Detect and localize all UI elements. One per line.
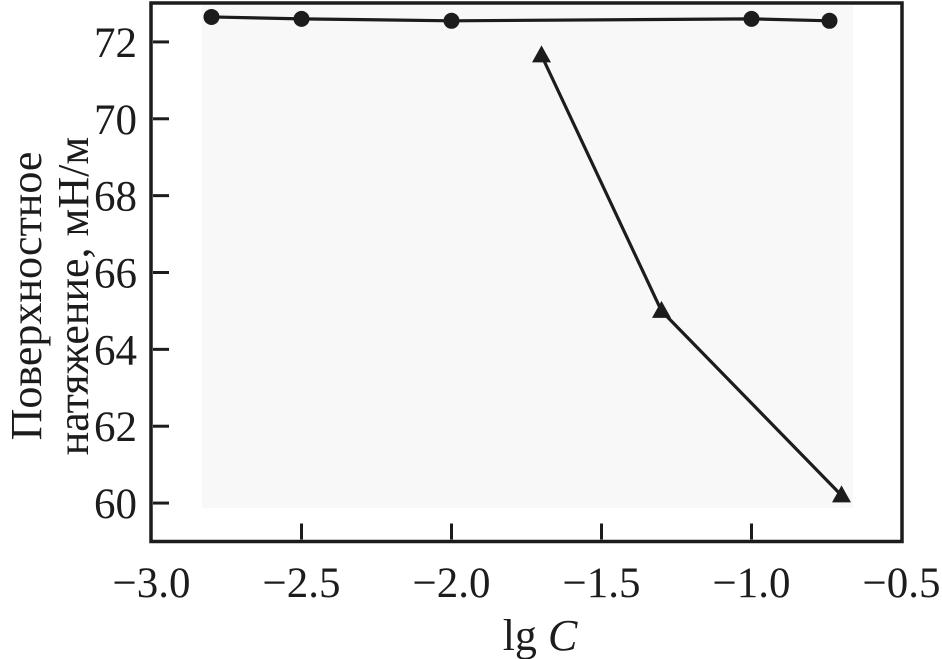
x-tick-label: −1.5 xyxy=(562,560,640,607)
y-axis-title: Поверхностное натяжение, мН/м xyxy=(2,16,98,576)
data-point-circle xyxy=(821,12,838,29)
data-point-circle xyxy=(293,10,310,27)
x-axis-title-prefix: lg xyxy=(502,611,537,659)
y-axis-title-line2: натяжение, мН/м xyxy=(49,136,98,456)
y-tick-label: 72 xyxy=(94,20,137,67)
x-tick-label: −2.5 xyxy=(262,560,340,607)
x-tick-label: −2.0 xyxy=(412,560,490,607)
y-axis-title-line1: Поверхностное xyxy=(2,151,51,441)
y-tick-label: 62 xyxy=(94,404,137,451)
data-point-circle xyxy=(203,8,220,25)
x-tick-label: −3.0 xyxy=(112,560,190,607)
data-point-circle xyxy=(443,12,460,29)
y-tick-label: 68 xyxy=(94,174,137,221)
data-point-triangle xyxy=(652,300,671,318)
y-tick-label: 64 xyxy=(94,327,137,374)
x-axis-title-symbol: C xyxy=(547,611,578,659)
data-point-circle xyxy=(743,10,760,27)
x-axis-title: lg C xyxy=(340,610,740,659)
y-tick-label: 70 xyxy=(94,97,137,144)
plot-panel-tint xyxy=(202,5,853,508)
data-point-triangle xyxy=(832,485,851,503)
x-tick-label: −0.5 xyxy=(862,560,940,607)
y-tick-label: 66 xyxy=(94,251,137,298)
data-point-triangle xyxy=(532,45,551,63)
plot-frame xyxy=(149,1,904,544)
x-tick-label: −1.0 xyxy=(712,560,790,607)
y-tick-label: 60 xyxy=(94,481,137,528)
